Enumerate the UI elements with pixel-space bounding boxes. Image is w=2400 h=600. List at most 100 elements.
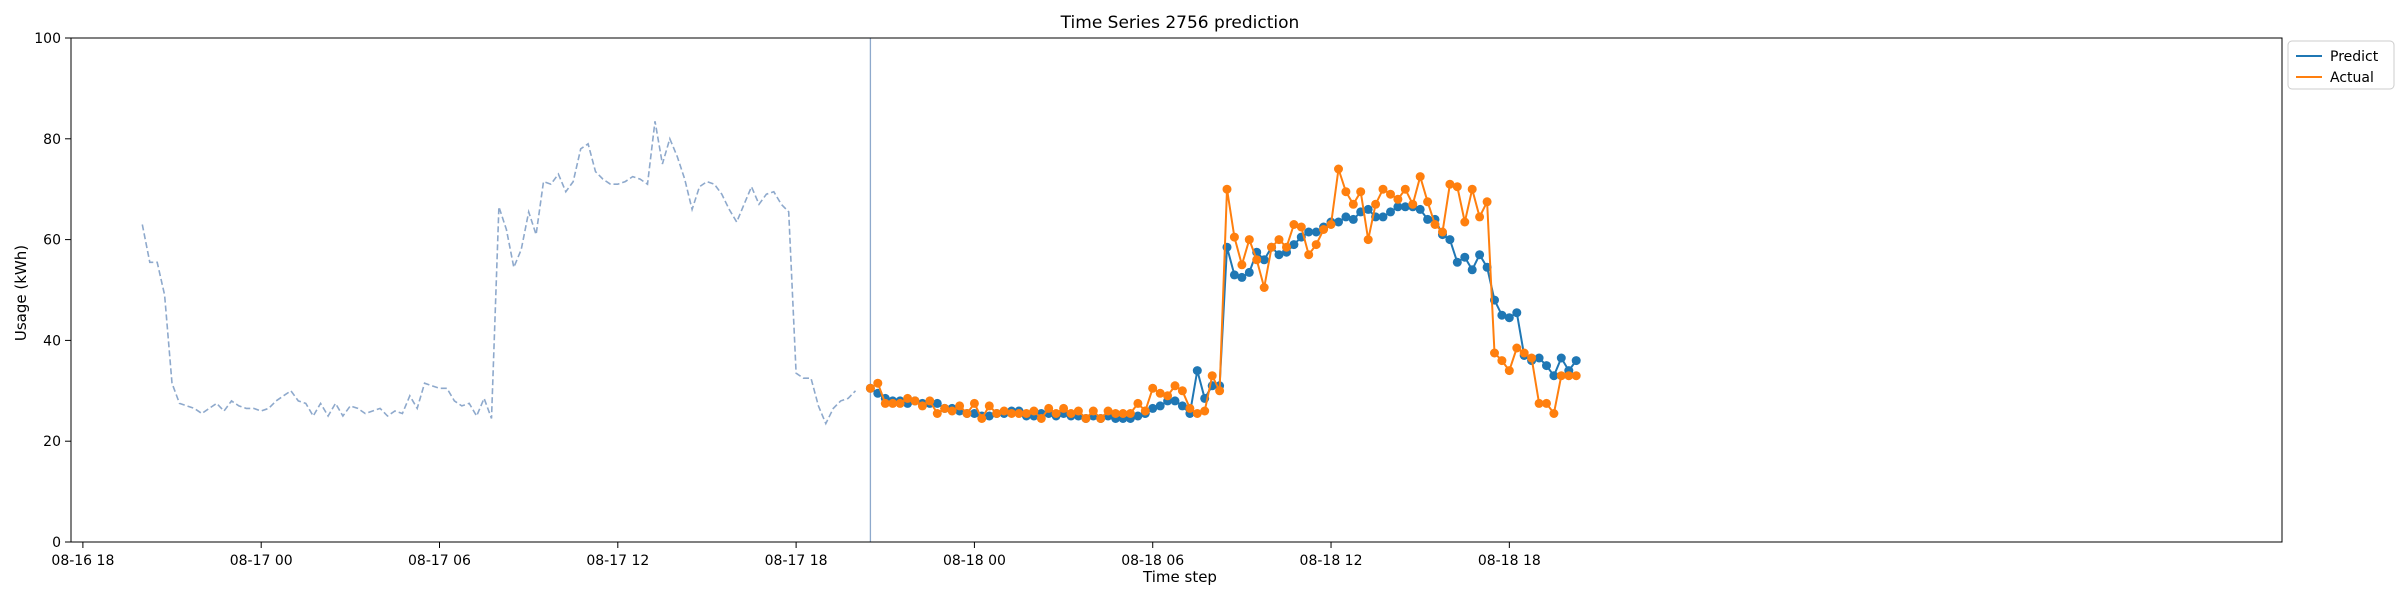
data-point-actual	[1319, 225, 1329, 234]
data-point-actual	[1051, 409, 1061, 418]
data-point-predict	[1177, 401, 1187, 411]
data-point-actual	[1393, 194, 1403, 204]
data-point-actual	[895, 398, 905, 408]
plot-area: 0 20 40 60 80 100 08-16 18 08-17 00 08-17 06 08-1…	[34, 31, 2283, 569]
data-point-actual	[1415, 172, 1425, 182]
data-point-actual	[1177, 386, 1187, 396]
data-point-actual	[1438, 227, 1447, 237]
data-point-predict	[1304, 227, 1314, 237]
data-point-actual	[925, 396, 935, 406]
data-point-predict	[1229, 270, 1239, 280]
data-point-actual	[955, 401, 965, 411]
data-point-predict	[1259, 255, 1269, 265]
data-point-predict	[1467, 265, 1477, 275]
x-axis-label: Time step	[1142, 568, 1217, 586]
data-point-predict	[984, 411, 994, 421]
data-point-actual	[1296, 222, 1306, 232]
data-point-predict	[1534, 353, 1544, 363]
data-point-actual	[940, 403, 950, 413]
data-point-actual	[1021, 409, 1031, 418]
data-point-actual	[1222, 184, 1232, 194]
data-point-predict	[1155, 401, 1165, 411]
x-tick-label: 08-17 12	[586, 553, 649, 569]
data-point-predict	[1512, 308, 1522, 318]
data-point-actual	[1497, 356, 1507, 366]
data-point-predict	[1334, 217, 1343, 227]
data-point-actual	[1267, 242, 1277, 252]
data-point-predict	[1378, 212, 1388, 222]
data-point-predict	[969, 409, 979, 418]
data-point-actual	[1259, 283, 1269, 292]
y-tick-label: 40	[43, 333, 61, 349]
y-axis-label: Usage (kWh)	[12, 245, 30, 341]
data-point-actual	[1326, 220, 1336, 229]
data-point-predict	[1542, 361, 1551, 371]
y-tick-label: 0	[52, 535, 61, 551]
data-point-actual	[1460, 217, 1470, 227]
data-point-predict	[1393, 202, 1403, 212]
data-point-actual	[1066, 409, 1076, 418]
data-point-predict	[1400, 202, 1410, 212]
data-point-predict	[1311, 227, 1321, 237]
data-point-actual	[917, 401, 927, 411]
data-point-actual	[1430, 220, 1440, 229]
data-point-actual	[1371, 199, 1381, 209]
data-point-actual	[1059, 403, 1069, 413]
data-point-actual	[1341, 187, 1351, 197]
data-point-predict	[1148, 403, 1158, 413]
data-point-actual	[910, 396, 920, 406]
data-point-actual	[1348, 199, 1358, 209]
y-tick-label: 20	[43, 434, 61, 450]
data-point-actual	[1549, 409, 1559, 418]
data-point-actual	[1356, 187, 1366, 197]
data-point-actual	[1118, 409, 1128, 418]
data-point-actual	[1088, 406, 1098, 416]
data-point-actual	[1452, 182, 1462, 192]
data-point-actual	[1185, 403, 1195, 413]
data-point-actual	[1378, 184, 1388, 194]
data-point-actual	[1207, 371, 1217, 381]
data-point-predict	[1571, 356, 1581, 366]
x-tick-label: 08-17 06	[408, 553, 471, 569]
data-point-predict	[1192, 366, 1202, 376]
data-point-actual	[873, 378, 883, 388]
data-point-actual	[1155, 388, 1165, 398]
data-point-actual	[977, 414, 987, 423]
data-point-actual	[1519, 348, 1529, 358]
data-point-actual	[1556, 371, 1566, 381]
data-point-actual	[1163, 391, 1173, 401]
data-point-actual	[1386, 189, 1395, 199]
data-point-actual	[984, 401, 994, 411]
data-point-predict	[1289, 240, 1299, 250]
data-point-actual	[1482, 197, 1492, 207]
data-point-predict	[1274, 250, 1284, 260]
data-point-actual	[1200, 406, 1210, 416]
data-point-predict	[1452, 257, 1462, 267]
data-point-actual	[1229, 232, 1239, 242]
data-point-actual	[1504, 366, 1514, 376]
data-point-predict	[1170, 396, 1180, 406]
data-point-predict	[1423, 214, 1433, 224]
data-point-actual	[1148, 383, 1158, 393]
data-point-actual	[1512, 343, 1522, 353]
data-point-actual	[1007, 409, 1017, 418]
data-point-actual	[992, 409, 1002, 418]
data-point-actual	[903, 393, 913, 403]
data-point-predict	[1386, 207, 1395, 217]
x-tick-label: 08-18 00	[943, 553, 1006, 569]
data-point-predict	[1415, 204, 1425, 214]
legend-label-predict: Predict	[2330, 49, 2379, 65]
data-point-actual	[1334, 164, 1343, 174]
data-point-actual	[1111, 409, 1121, 418]
data-point-predict	[932, 398, 942, 408]
legend: Predict Actual	[2287, 40, 2395, 90]
x-tick-label: 08-16 18	[51, 553, 114, 569]
data-point-predict	[1445, 235, 1455, 245]
data-point-actual	[1571, 371, 1581, 381]
data-point-actual	[880, 398, 890, 408]
data-point-actual	[1542, 398, 1551, 408]
data-point-actual	[1527, 353, 1537, 363]
y-tick-label: 60	[43, 233, 61, 249]
data-point-actual	[1490, 348, 1499, 358]
data-point-actual	[1244, 235, 1254, 245]
